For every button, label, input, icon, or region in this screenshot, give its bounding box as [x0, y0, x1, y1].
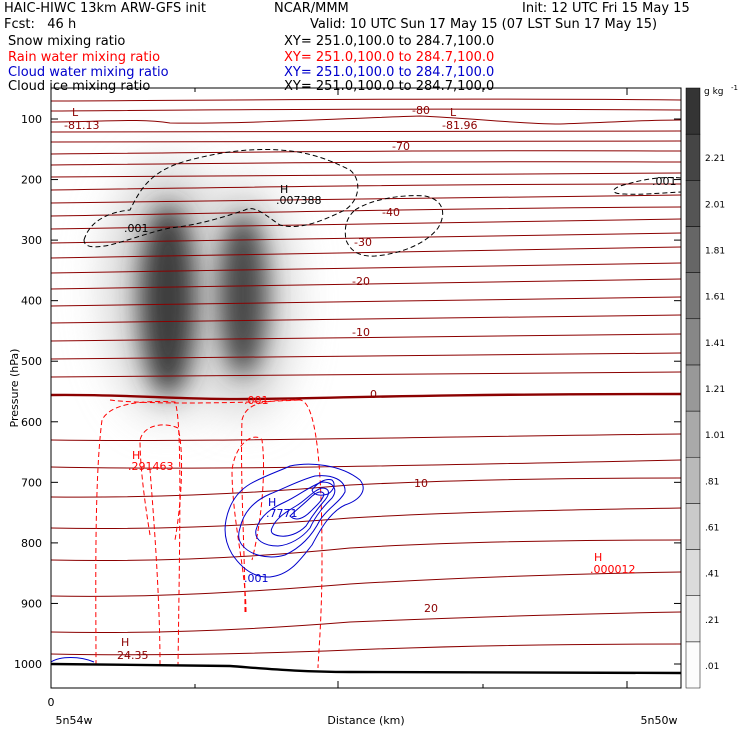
snow-contours [83, 149, 681, 257]
x-origin-label: 0 [48, 696, 55, 709]
y-tick-label: 600 [21, 416, 42, 429]
forecast-hour: Fcst: 46 h [4, 17, 77, 32]
colorbar-tick-label: .61 [705, 523, 719, 533]
temp-label-neg70: -70 [392, 140, 410, 153]
temp-label-neg30: -30 [354, 236, 372, 249]
low-left-letter: L [72, 106, 79, 119]
cloud-water-contours [51, 463, 364, 663]
colorbar-swatch [685, 272, 701, 320]
valid-time: Valid: 10 UTC Sun 17 May 15 (07 LST Sun … [310, 17, 658, 32]
y-tick-label: 800 [21, 537, 42, 550]
field-rain-name: Rain water mixing ratio [8, 50, 161, 65]
field-rain-xy: XY= 251.0,100.0 to 284.7,100.0 [284, 50, 495, 65]
cloud-contour-label: .001 [244, 572, 269, 585]
low-left-value: -81.13 [64, 119, 99, 132]
y-tick-label: 300 [21, 234, 42, 247]
colorbar-swatch [685, 180, 701, 227]
field-cloud-name: Cloud water mixing ratio [8, 65, 169, 80]
y-tick-label: 1000 [14, 658, 42, 671]
colorbar-swatch [685, 226, 701, 273]
temp-label-neg20: -20 [352, 275, 370, 288]
model-title: HAIC-HIWC 13km ARW-GFS init [4, 1, 206, 16]
rain-contours [95, 399, 323, 669]
rain-high-left-value: .291463 [128, 460, 174, 473]
y-tick-label: 700 [21, 476, 42, 489]
plot-frame [50, 87, 682, 689]
y-tick-label: 200 [21, 174, 42, 187]
colorbar-tick-label: .01 [705, 662, 719, 672]
colorbar-tick-label: 1.21 [705, 385, 725, 395]
colorbar-tick-label: 2.01 [705, 200, 725, 210]
colorbar-swatch [685, 410, 701, 458]
field-ice-xy: XY= 251.0,100.0 to 284.7,100.0 [284, 79, 495, 94]
colorbar-tick-label: 1.01 [705, 431, 725, 441]
rain-high-left-letter: H [132, 449, 140, 462]
y-tick-label: 400 [21, 295, 42, 308]
x-left-label: 5n54w [56, 714, 93, 727]
surface-high-value: 24.35 [117, 649, 149, 662]
x-axis-label: Distance (km) [327, 714, 404, 727]
snow-shading [108, 165, 291, 415]
colorbar-unit-label: g kg [704, 87, 724, 97]
cloud-high-value: .7771 [266, 507, 298, 520]
low-right-letter: L [450, 106, 457, 119]
temp-label-neg80: -80 [412, 104, 430, 117]
snow-high-value: .007388 [276, 194, 322, 207]
colorbar-swatch [685, 87, 701, 135]
rain-high-right-letter: H [594, 551, 602, 564]
temp-label-neg40: -40 [382, 206, 400, 219]
colorbar: .01 .21 .41 .61 .81 1.01 1.21 1.41 1.61 1.81 2.01 2… [685, 84, 738, 689]
org-label: NCAR/MMM [274, 1, 349, 16]
terrain-line [51, 662, 681, 675]
temp-label-20: 20 [424, 602, 438, 615]
annotations: L -81.13 L -81.96 H .007388 .001 .001 .0… [64, 106, 677, 662]
colorbar-swatch [685, 364, 701, 412]
init-label: Init: 12 UTC Fri 15 May 15 [522, 1, 690, 16]
field-ice-name: Cloud ice mixing ratio [8, 79, 151, 94]
temp-label-10: 10 [414, 477, 428, 490]
colorbar-swatch [685, 133, 701, 181]
colorbar-swatch [685, 318, 701, 366]
field-snow-name: Snow mixing ratio [8, 34, 126, 49]
temp-label-neg10: -10 [352, 326, 370, 339]
low-right-value: -81.96 [442, 119, 477, 132]
colorbar-tick-label: 1.81 [705, 247, 725, 257]
colorbar-swatch [685, 503, 701, 550]
snow-contour-right-label: .001 [652, 175, 677, 188]
y-tick-label: 500 [21, 355, 42, 368]
x-axis [50, 88, 628, 688]
colorbar-tick-label: .41 [705, 570, 719, 580]
y-axis-label: Pressure (hPa) [8, 349, 21, 428]
y-tick-label: 100 [21, 113, 42, 126]
field-cloud-xy: XY= 251.0,100.0 to 284.7,100.0 [284, 65, 495, 80]
rain-high-right-value: .000012 [590, 563, 636, 576]
colorbar-swatch [685, 641, 701, 689]
snow-high-letter: H [280, 183, 288, 196]
temperature-labels: -80 -70 -40 -30 -20 -10 0 10 20 [352, 104, 438, 615]
surface-high-letter: H [121, 636, 129, 649]
colorbar-tick-label: 1.61 [705, 293, 725, 303]
colorbar-unit-exponent: -1 [731, 84, 738, 92]
field-snow-xy: XY= 251.0,100.0 to 284.7,100.0 [284, 34, 495, 49]
colorbar-swatch [685, 595, 701, 643]
snow-contour-left-label: .001 [124, 222, 149, 235]
colorbar-tick-label: .21 [705, 616, 719, 626]
colorbar-swatch [685, 549, 701, 596]
y-tick-label: 900 [21, 597, 42, 610]
x-right-label: 5n50w [641, 714, 678, 727]
colorbar-tick-label: 1.41 [705, 339, 725, 349]
colorbar-tick-label: .81 [705, 477, 719, 487]
colorbar-swatch [685, 456, 701, 504]
rain-contour-label: .001 [244, 394, 269, 407]
cloud-high-letter: H [268, 496, 276, 509]
colorbar-tick-label: 2.21 [705, 154, 725, 164]
temp-label-0: 0 [370, 388, 377, 401]
